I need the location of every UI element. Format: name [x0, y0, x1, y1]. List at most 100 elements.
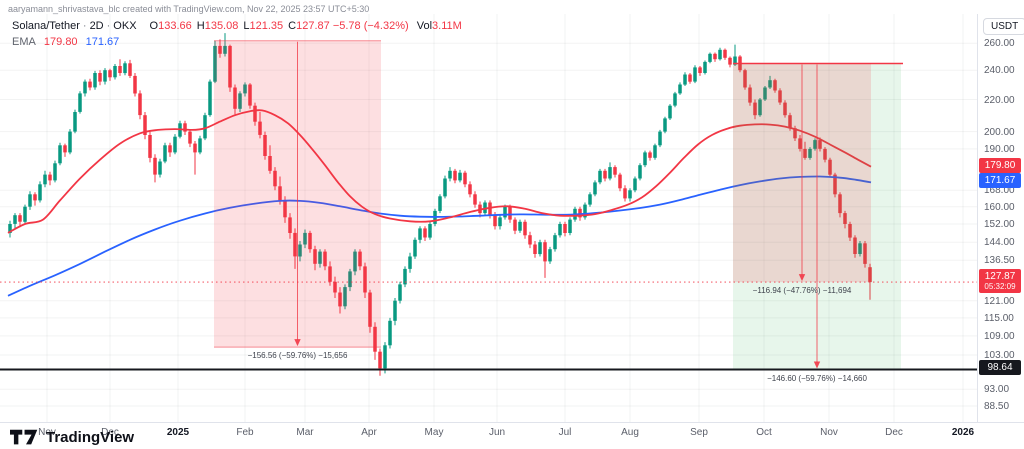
candle-body	[583, 204, 587, 218]
time-tick-label: Aug	[621, 427, 639, 438]
ema-indicator-row[interactable]: EMA 179.80 171.67	[12, 36, 462, 48]
price-tick-label: 200.00	[984, 126, 1015, 138]
time-axis[interactable]: Nov Dec 2025 Feb Mar Apr May Jun Jul Aug Sep Oct Nov…	[0, 422, 1024, 443]
candle-body	[308, 232, 312, 250]
price-tick-label: 93.00	[984, 384, 1010, 396]
candle-body	[693, 67, 697, 82]
candle-body	[113, 66, 117, 78]
candle-body	[733, 56, 737, 65]
candle-body	[663, 118, 667, 132]
candle-body	[8, 224, 12, 233]
candle-body	[493, 215, 497, 227]
measurement-value-label[interactable]: −116.94 (−47.76%) −11,694	[752, 286, 852, 296]
candle-body	[453, 170, 457, 181]
candle-body	[608, 167, 612, 179]
candle-body	[533, 244, 537, 254]
candle-body	[558, 224, 562, 236]
candle-body	[343, 287, 347, 307]
candle-body	[408, 256, 412, 269]
ema-slow-line[interactable]	[7, 175, 872, 297]
symbol-name[interactable]: Solana/Tether	[12, 20, 80, 32]
candle-body	[473, 194, 477, 205]
price-tick-label: 136.50	[984, 255, 1015, 267]
candle-body	[783, 102, 787, 116]
candle-body	[273, 170, 277, 187]
ema-slow-value: 171.67	[85, 36, 120, 48]
price-axis[interactable]: USDT 260.00 240.00 220.00 200.00 190.00 168.0…	[977, 14, 1024, 428]
measurement-value-label[interactable]: −156.56 (−59.76%) −15,656	[247, 351, 348, 361]
candle-body	[853, 237, 857, 254]
candle-body	[658, 131, 662, 146]
candle-body	[758, 99, 762, 116]
time-tick-label: Dec	[101, 427, 119, 438]
time-tick-label: Sep	[690, 427, 708, 438]
price-tick-label: 190.00	[984, 143, 1015, 155]
candle-body	[553, 235, 557, 250]
candle-body	[283, 200, 287, 218]
candle-body	[378, 351, 382, 369]
candle-body	[753, 102, 757, 116]
separator: ·	[82, 20, 87, 32]
exchange-name[interactable]: OKX	[113, 20, 137, 32]
high-value: 135.08	[204, 20, 239, 32]
open-value: 133.66	[158, 20, 192, 32]
tradingview-logo[interactable]: TradingView	[10, 427, 134, 447]
measurement-value-label[interactable]: −146.60 (−59.76%) −14,660	[767, 373, 867, 383]
candle-body	[428, 224, 432, 238]
candle-body	[513, 219, 517, 231]
candle-body	[363, 266, 367, 293]
candle-body	[223, 45, 227, 54]
candles-layer[interactable]	[8, 33, 872, 376]
measurement-boxes-layer[interactable]	[214, 40, 901, 370]
candle-body	[623, 188, 627, 199]
symbol-info-row: Solana/Tether · 2D · OKX O133.66 H135.08 L121.3…	[12, 20, 462, 33]
candle-body	[628, 190, 632, 199]
change-value: −5.78 (−4.32%)	[332, 20, 409, 32]
candle-body	[403, 268, 407, 285]
candle-body	[23, 206, 27, 222]
price-badge: 171.67	[979, 173, 1021, 189]
timeframe[interactable]: 2D	[89, 20, 104, 32]
candle-body	[263, 135, 267, 156]
candle-body	[538, 242, 542, 255]
candle-body	[528, 235, 532, 245]
candle-body	[848, 224, 852, 238]
candle-body	[33, 194, 37, 201]
candle-body	[858, 243, 862, 254]
low-label: L	[243, 20, 250, 32]
price-badge: 98.64	[979, 360, 1021, 375]
candle-body	[523, 221, 527, 236]
candle-body	[598, 170, 602, 183]
ema-label: EMA	[12, 36, 36, 48]
candle-body	[838, 194, 842, 214]
chart-plot-area[interactable]: Solana/Tether · 2D · OKX O133.66 H135.08 L121.3…	[0, 14, 977, 428]
candle-body	[548, 249, 552, 262]
candle-body	[78, 93, 82, 112]
candle-body	[108, 70, 112, 78]
close-label: C	[288, 20, 297, 32]
price-badge: 179.80	[979, 157, 1021, 173]
candle-body	[648, 152, 652, 158]
currency-toggle-button[interactable]: USDT	[983, 18, 1024, 35]
ema-fast-line[interactable]	[7, 109, 872, 234]
candle-body	[468, 184, 472, 195]
candle-body	[613, 167, 617, 175]
candle-body	[653, 145, 657, 158]
candle-body	[338, 292, 342, 307]
candle-body	[418, 228, 422, 240]
candle-body	[728, 57, 732, 65]
candle-body	[588, 194, 592, 205]
candle-body	[218, 45, 222, 54]
time-tick-label: Oct	[756, 427, 772, 438]
candle-body	[448, 170, 452, 179]
candle-body	[248, 84, 252, 106]
candle-body	[268, 156, 272, 171]
time-tick-label: Apr	[361, 427, 377, 438]
price-tick-label: 220.00	[984, 94, 1015, 106]
measurement-arrowhead	[813, 361, 821, 369]
candlestick-chart[interactable]	[0, 14, 977, 428]
price-tick-label: 260.00	[984, 38, 1015, 50]
candle-body	[258, 121, 262, 135]
price-tick-label: 240.00	[984, 65, 1015, 77]
candle-body	[748, 87, 752, 103]
